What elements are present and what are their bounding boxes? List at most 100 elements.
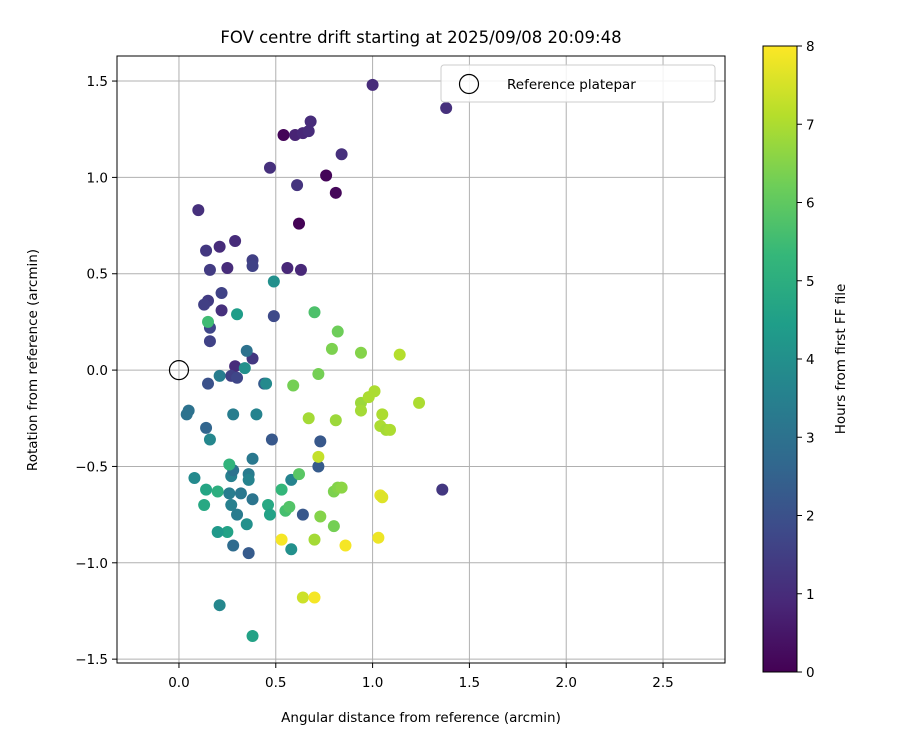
data-point: [312, 367, 325, 380]
data-point: [260, 377, 273, 390]
y-axis-label: Rotation from reference (arcmin): [25, 249, 41, 471]
data-point: [200, 244, 213, 257]
data-point: [335, 481, 348, 494]
data-point: [215, 304, 228, 317]
data-point: [211, 525, 224, 538]
data-point: [231, 371, 244, 384]
data-point: [223, 458, 236, 471]
data-point: [308, 591, 321, 604]
colorbar-tick-label: 3: [806, 430, 815, 446]
data-point: [302, 412, 315, 425]
legend-marker-icon: [458, 73, 480, 95]
data-point: [213, 369, 226, 382]
data-point: [393, 348, 406, 361]
data-point: [203, 335, 216, 348]
data-point: [275, 533, 288, 546]
y-tick-label: −0.5: [75, 459, 108, 475]
data-point: [302, 125, 315, 138]
data-point: [296, 591, 309, 604]
x-tick-label: 2.5: [652, 675, 673, 691]
data-point: [246, 452, 259, 465]
data-point: [384, 423, 397, 436]
colorbar: 0 1 2 3 4 5 6 7 8 Hours from first FF file: [762, 39, 849, 681]
data-point: [281, 261, 294, 274]
data-point: [240, 344, 253, 357]
data-point: [327, 520, 340, 533]
data-point: [202, 315, 215, 328]
data-point: [440, 102, 453, 115]
data-point: [188, 472, 201, 485]
y-tick-label: 1.5: [87, 74, 108, 90]
colorbar-tick-label: 2: [806, 509, 815, 525]
data-point: [312, 450, 325, 463]
x-axis-ticks: 0.0 0.5 1.0 1.5 2.0 2.5: [168, 663, 674, 691]
data-point: [376, 491, 389, 504]
data-point: [202, 377, 215, 390]
data-point: [213, 240, 226, 253]
chart-title: FOV centre drift starting at 2025/09/08 …: [220, 28, 621, 47]
plot-frame: [116, 55, 726, 664]
colorbar-label: Hours from first FF file: [833, 284, 849, 435]
data-point: [329, 414, 342, 427]
x-tick-label: 0.0: [168, 675, 189, 691]
colorbar-tick-label: 6: [806, 196, 815, 212]
data-point: [293, 468, 306, 481]
data-point: [312, 460, 325, 473]
colorbar-tick-label: 8: [806, 39, 815, 55]
data-point: [231, 308, 244, 321]
data-point: [335, 148, 348, 161]
data-point: [267, 310, 280, 323]
data-point: [285, 543, 298, 556]
data-point: [242, 473, 255, 486]
data-point: [265, 433, 278, 446]
data-point: [325, 342, 338, 355]
data-point: [314, 510, 327, 523]
data-point: [277, 129, 290, 142]
data-point: [198, 298, 211, 311]
y-tick-label: −1.5: [75, 652, 108, 668]
data-point: [283, 500, 296, 513]
data-point: [354, 346, 367, 359]
data-point: [308, 306, 321, 319]
data-point: [221, 525, 234, 538]
data-point: [180, 408, 193, 421]
x-axis-label: Angular distance from reference (arcmin): [281, 710, 561, 726]
grid-lines: [117, 56, 725, 663]
colorbar-gradient: [763, 46, 797, 672]
data-point: [234, 487, 247, 500]
data-point: [275, 483, 288, 496]
data-point: [314, 435, 327, 448]
legend: Reference platepar: [440, 64, 716, 103]
data-point: [240, 518, 253, 531]
data-point: [329, 186, 342, 199]
data-point: [287, 379, 300, 392]
data-point: [263, 161, 276, 174]
colorbar-tick-label: 7: [806, 117, 815, 133]
data-point: [229, 360, 242, 373]
data-point: [238, 362, 251, 375]
colorbar-tick-label: 5: [806, 274, 815, 290]
data-point: [211, 485, 224, 498]
colorbar-tick-label: 1: [806, 587, 815, 603]
data-point: [213, 599, 226, 612]
data-point: [294, 263, 307, 276]
data-point: [200, 421, 213, 434]
data-point: [227, 408, 240, 421]
colorbar-tick-label: 4: [806, 352, 815, 368]
data-point: [366, 78, 379, 91]
data-point: [225, 498, 238, 511]
data-point: [227, 539, 240, 552]
legend-label: Reference platepar: [507, 77, 636, 93]
data-point: [304, 115, 317, 128]
data-point: [331, 325, 344, 338]
data-point: [339, 539, 352, 552]
data-point: [242, 547, 255, 560]
data-point: [246, 493, 259, 506]
data-point: [192, 204, 205, 217]
data-point: [354, 404, 367, 417]
data-point: [229, 234, 242, 247]
data-point: [215, 287, 228, 300]
data-point: [246, 630, 259, 643]
y-tick-label: 0.0: [87, 363, 108, 379]
data-point: [203, 263, 216, 276]
